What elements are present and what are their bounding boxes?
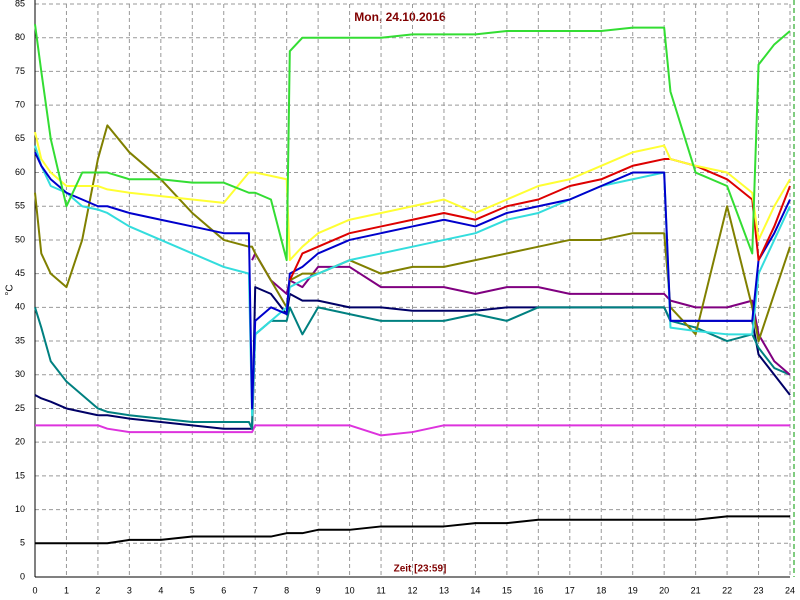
y-axis-label: °C — [5, 284, 16, 295]
x-tick-label: 22 — [722, 585, 732, 595]
x-tick-label: 16 — [533, 585, 543, 595]
x-tick-label: 4 — [158, 585, 163, 595]
y-tick-label: 25 — [15, 403, 25, 413]
x-tick-label: 2 — [95, 585, 100, 595]
x-tick-label: 8 — [284, 585, 289, 595]
x-tick-label: 15 — [502, 585, 512, 595]
series-line — [35, 515, 790, 545]
series-line — [35, 424, 790, 437]
x-tick-label: 12 — [407, 585, 417, 595]
series-line — [34, 24, 791, 262]
y-tick-label: 50 — [15, 234, 25, 244]
x-tick-label: 24 — [785, 585, 795, 595]
y-tick-label: 45 — [15, 268, 25, 278]
x-tick-label: 11 — [376, 585, 385, 595]
y-tick-label: 20 — [15, 437, 25, 447]
x-tick-label: 5 — [190, 585, 195, 595]
series-line — [34, 131, 791, 262]
y-tick-label: 5 — [20, 538, 25, 548]
y-tick-label: 65 — [15, 133, 25, 143]
y-tick-label: 10 — [15, 504, 25, 514]
x-tick-label: 13 — [439, 585, 449, 595]
series-line — [34, 145, 791, 417]
y-tick-label: 15 — [15, 470, 25, 480]
x-tick-label: 0 — [32, 585, 37, 595]
x-tick-label: 10 — [345, 585, 355, 595]
x-tick-label: 9 — [316, 585, 321, 595]
x-tick-label: 1 — [64, 585, 69, 595]
x-tick-label: 7 — [253, 585, 258, 595]
y-tick-label: 35 — [15, 335, 25, 345]
y-tick-label: 55 — [15, 201, 25, 211]
y-tick-label: 75 — [15, 66, 25, 76]
x-tick-label: 21 — [691, 585, 701, 595]
series-line — [288, 158, 791, 281]
y-tick-label: 0 — [20, 571, 25, 581]
x-tick-label: 3 — [127, 585, 132, 595]
x-tick-label: 20 — [659, 585, 669, 595]
y-tick-label: 70 — [15, 99, 25, 109]
x-tick-label: 14 — [470, 585, 480, 595]
x-tick-label: 17 — [565, 585, 575, 595]
x-tick-label: 6 — [221, 585, 226, 595]
y-tick-label: 40 — [15, 302, 25, 312]
y-tick-label: 85 — [15, 0, 25, 8]
y-tick-label: 80 — [15, 32, 25, 42]
x-tick-label: 18 — [596, 585, 606, 595]
x-tick-label: 19 — [628, 585, 638, 595]
chart-title: Mon, 24.10.2016 — [354, 10, 446, 24]
series-line — [34, 151, 791, 410]
y-tick-label: 60 — [15, 167, 25, 177]
y-tick-label: 30 — [15, 369, 25, 379]
x-axis-label: Zeit [23:59] — [394, 564, 447, 575]
x-tick-label: 23 — [754, 585, 764, 595]
